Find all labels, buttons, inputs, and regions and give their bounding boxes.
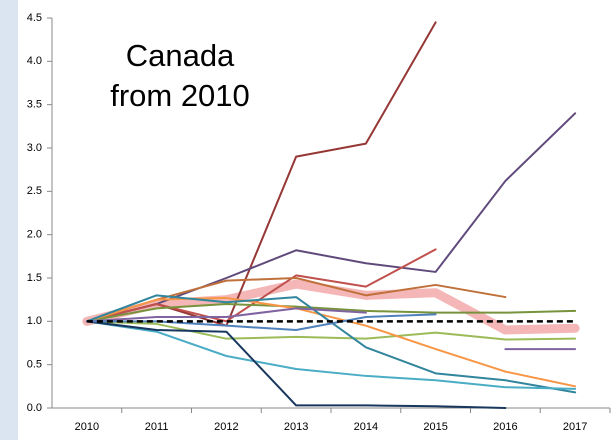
- y-tick-label: 0.5: [27, 359, 42, 371]
- y-tick-label: 4.5: [27, 12, 42, 24]
- y-tick-label: 1.5: [27, 272, 42, 284]
- series-line: [82, 279, 580, 335]
- side-strip: [0, 0, 18, 440]
- y-tick-label: 4.0: [27, 55, 42, 67]
- x-tick-label: 2010: [75, 421, 99, 433]
- series-line: [85, 320, 577, 390]
- series-line: [85, 296, 577, 388]
- y-tick-label: 3.0: [27, 142, 42, 154]
- y-tick-label: 0.0: [27, 402, 42, 414]
- annotation: Canada: [126, 38, 235, 73]
- y-tick-label: 1.0: [27, 315, 42, 327]
- x-tick-label: 2017: [563, 421, 587, 433]
- series-line: [85, 313, 437, 331]
- series-line: [85, 307, 577, 351]
- y-tick-label: 2.5: [27, 185, 42, 197]
- x-tick-label: 2011: [145, 421, 169, 433]
- series-line: [85, 303, 577, 323]
- series-line: [85, 320, 577, 341]
- x-tick-label: 2015: [423, 421, 447, 433]
- y-tick-label: 2.0: [27, 229, 42, 241]
- annotation: from 2010: [110, 78, 250, 113]
- x-tick-label: 2013: [284, 421, 308, 433]
- series-line: [85, 248, 437, 323]
- series-line: [85, 320, 507, 409]
- x-tick-label: 2014: [354, 421, 378, 433]
- x-tick-label: 2016: [493, 421, 517, 433]
- y-tick-label: 3.5: [27, 99, 42, 111]
- x-tick-label: 2012: [214, 421, 238, 433]
